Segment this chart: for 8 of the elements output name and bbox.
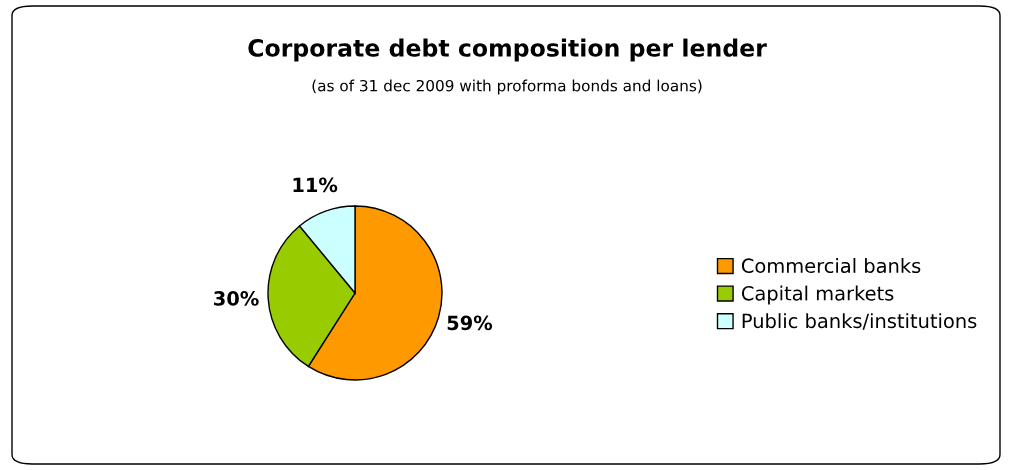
legend-label: Commercial banks [741,258,921,274]
data-label: 11% [293,177,338,193]
chart-subtitle: (as of 31 dec 2009 with proforma bonds and loans) [312,79,702,95]
legend-label: Capital markets [741,285,894,305]
chart-title: Corporate debt composition per lender [248,38,767,62]
data-label: 30% [214,291,259,306]
data-label: 59% [447,315,493,331]
legend-label: Public banks/institutions [742,313,977,330]
